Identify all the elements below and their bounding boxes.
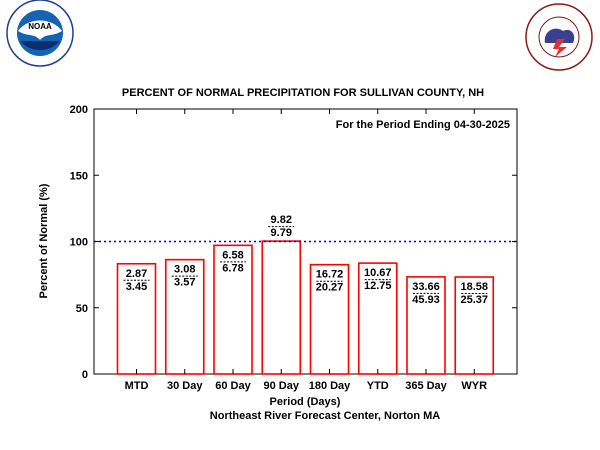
nws-logo bbox=[525, 3, 593, 71]
bar bbox=[261, 240, 302, 375]
observed-label: 2.87 bbox=[126, 268, 147, 280]
x-tick-label: WYR bbox=[461, 380, 487, 392]
noaa-center-text: NOAA bbox=[28, 22, 52, 31]
normal-label: 9.79 bbox=[271, 227, 292, 239]
normal-label: 20.27 bbox=[316, 282, 344, 294]
y-tick-label: 100 bbox=[70, 237, 88, 249]
y-axis-label: Percent of Normal (%) bbox=[38, 183, 50, 298]
observed-label: 16.72 bbox=[316, 269, 344, 281]
bar-labels: 2.873.45 3.083.57 6.586.78 9.829.79 16.7220.… bbox=[123, 214, 488, 306]
y-tick-label: 200 bbox=[70, 104, 88, 116]
x-axis: MTD 30 Day 60 Day 90 Day 180 Day YTD 365 Day WY… bbox=[125, 109, 487, 392]
normal-label: 25.37 bbox=[460, 294, 488, 306]
normal-label: 45.93 bbox=[412, 294, 440, 306]
x-tick-label: 365 Day bbox=[405, 380, 447, 392]
x-tick-label: 90 Day bbox=[264, 380, 300, 392]
observed-label: 9.82 bbox=[271, 214, 292, 226]
bar-series bbox=[116, 240, 495, 375]
normal-label: 3.45 bbox=[126, 281, 147, 293]
x-tick-label: MTD bbox=[125, 380, 149, 392]
observed-label: 18.58 bbox=[460, 281, 488, 293]
x-axis-label: Period (Days) bbox=[270, 396, 341, 408]
x-tick-label: 30 Day bbox=[167, 380, 203, 392]
normal-label: 6.78 bbox=[222, 262, 243, 274]
noaa-logo: NOAA bbox=[6, 0, 74, 67]
observed-label: 33.66 bbox=[412, 281, 440, 293]
chart-subtitle: For the Period Ending 04-30-2025 bbox=[336, 119, 510, 131]
chart-footer: Northeast River Forecast Center, Norton … bbox=[210, 410, 440, 422]
y-tick-label: 50 bbox=[76, 303, 88, 315]
x-tick-label: YTD bbox=[367, 380, 389, 392]
y-tick-label: 0 bbox=[82, 369, 88, 381]
x-tick-label: 180 Day bbox=[309, 380, 351, 392]
normal-label: 12.75 bbox=[364, 280, 392, 292]
chart-title: PERCENT OF NORMAL PRECIPITATION FOR SULL… bbox=[122, 87, 484, 99]
y-axis: 0 50 100 150 200 bbox=[70, 104, 517, 381]
observed-label: 6.58 bbox=[222, 249, 243, 261]
y-tick-label: 150 bbox=[70, 170, 88, 182]
observed-label: 10.67 bbox=[364, 267, 392, 279]
normal-label: 3.57 bbox=[174, 277, 195, 289]
observed-label: 3.08 bbox=[174, 264, 195, 276]
x-tick-label: 60 Day bbox=[215, 380, 251, 392]
